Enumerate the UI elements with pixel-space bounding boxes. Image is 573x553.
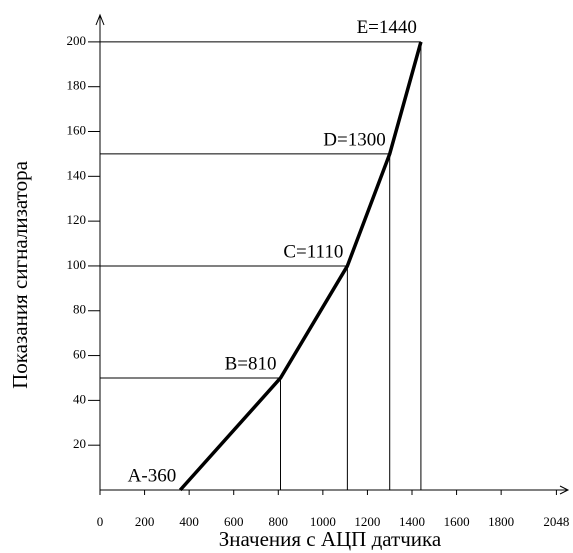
y-tick-label: 20	[73, 436, 86, 451]
x-tick-label: 1200	[354, 514, 380, 529]
y-tick-label: 160	[67, 122, 87, 137]
x-tick-label: 2048	[543, 514, 569, 529]
x-tick-label: 800	[269, 514, 289, 529]
y-tick-label: 120	[67, 212, 87, 227]
x-arrow	[559, 485, 570, 495]
data-line	[178, 41, 423, 492]
point-label: C=1110	[283, 241, 343, 262]
x-axis-label: Значения с АЦП датчика	[219, 527, 442, 551]
y-tick-label: 60	[73, 347, 86, 362]
x-tick-label: 200	[135, 514, 155, 529]
x-tick-label: 1600	[444, 514, 470, 529]
x-tick-label: 1400	[399, 514, 425, 529]
y-tick-label: 100	[67, 257, 87, 272]
y-tick-label: 40	[73, 391, 86, 406]
point-label: B=810	[225, 353, 277, 374]
x-tick-label: 400	[179, 514, 199, 529]
y-tick-label: 200	[67, 33, 87, 48]
y-arrow	[95, 13, 105, 26]
x-tick-label: 600	[224, 514, 244, 529]
x-tick-label: 1000	[310, 514, 336, 529]
point-label: E=1440	[357, 17, 417, 38]
y-tick-label: 180	[67, 78, 87, 93]
y-axis-label: Показания сигнализатора	[8, 160, 32, 388]
point-label: A-360	[128, 465, 177, 486]
x-tick-label: 0	[97, 514, 104, 529]
x-tick-label: 1800	[488, 514, 514, 529]
point-label: D=1300	[323, 129, 385, 150]
y-tick-label: 80	[73, 302, 86, 317]
y-tick-label: 140	[67, 167, 87, 182]
